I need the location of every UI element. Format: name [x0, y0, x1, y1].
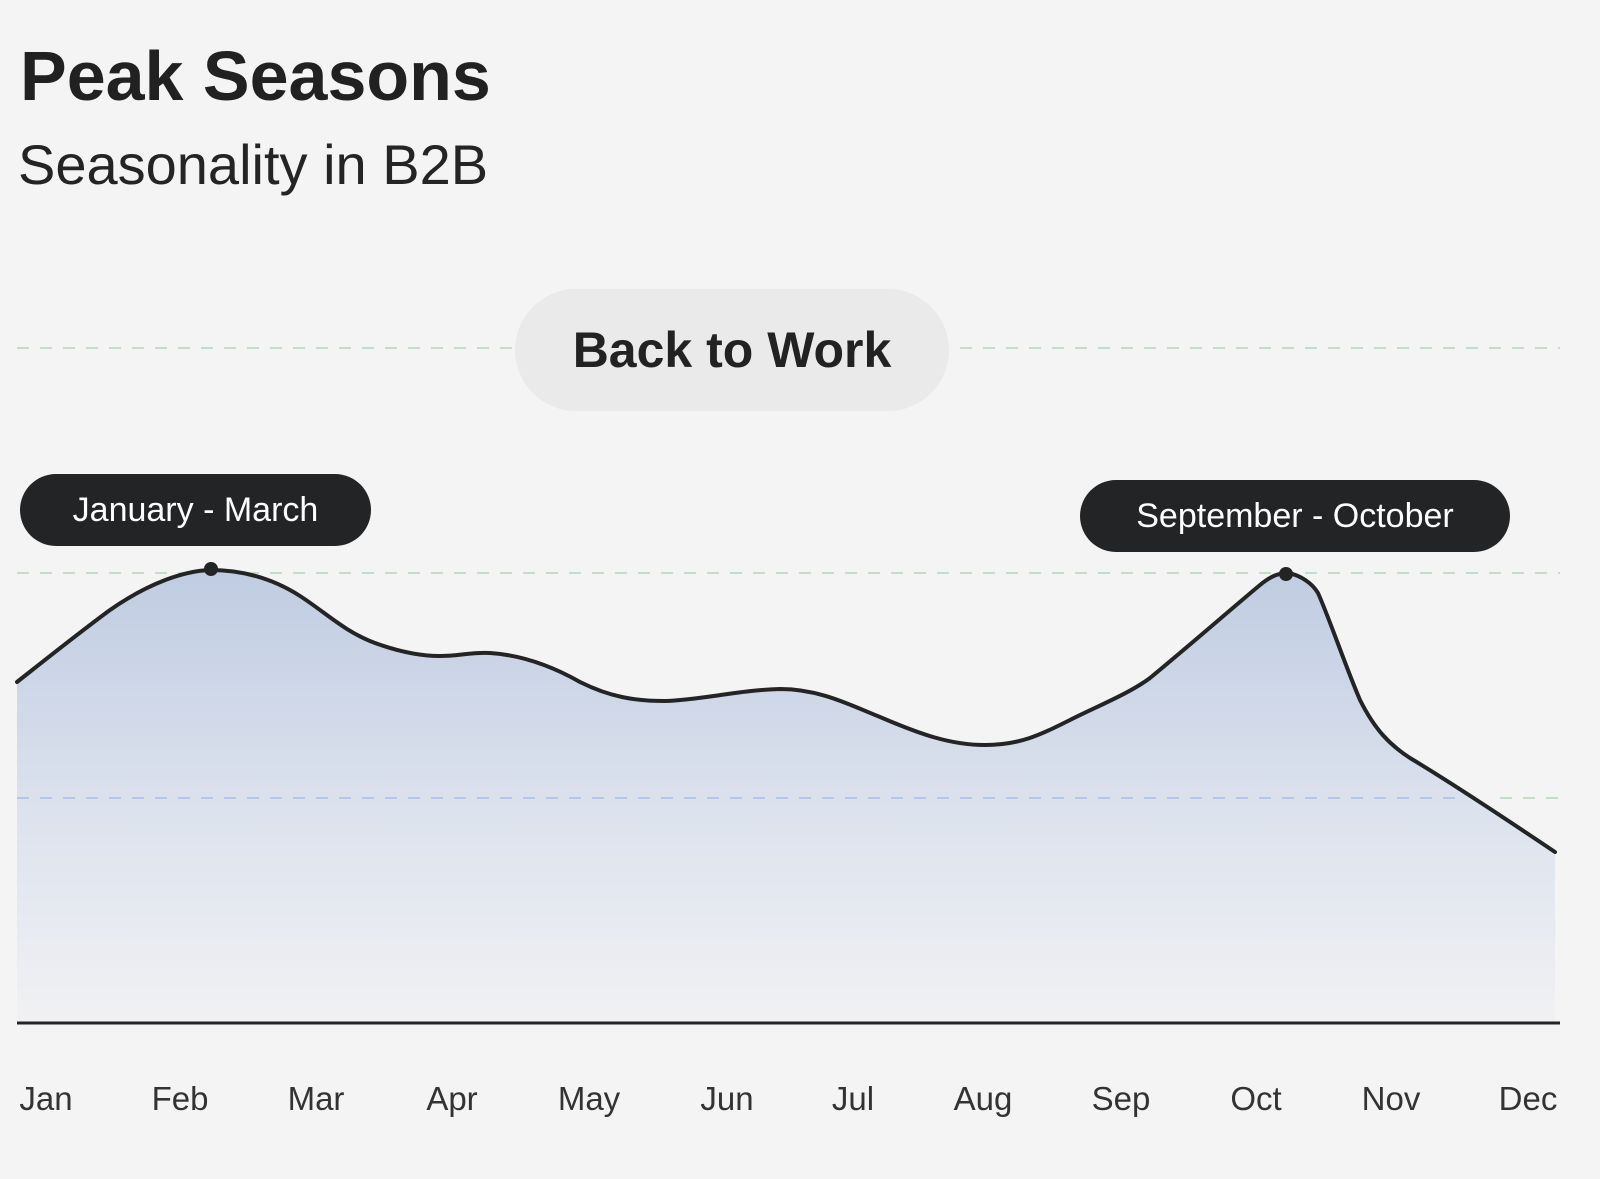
x-label-may: May: [557, 1080, 621, 1117]
x-axis-labels: Jan Feb Mar Apr May Jun Jul Aug Sep Oct …: [0, 1080, 1600, 1130]
peak-marker-oct[interactable]: [1279, 567, 1293, 581]
x-label-mar: Mar: [287, 1080, 345, 1117]
x-label-dec: Dec: [1498, 1080, 1558, 1117]
area-fill: [17, 570, 1555, 1022]
x-label-sep: Sep: [1091, 1080, 1151, 1117]
peak-label-september-october: September - October: [1080, 480, 1510, 552]
series-line: [15, 568, 1557, 854]
chart-subtitle: Seasonality in B2B: [18, 133, 489, 196]
x-label-jan: Jan: [19, 1080, 73, 1117]
peak-marker-feb[interactable]: [204, 562, 218, 576]
x-label-feb: Feb: [151, 1080, 209, 1117]
x-label-jun: Jun: [700, 1080, 754, 1117]
x-label-nov: Nov: [1361, 1080, 1421, 1117]
peak-label-january-march: January - March: [20, 474, 371, 546]
back-to-work-label: Back to Work: [515, 289, 949, 411]
x-label-apr: Apr: [426, 1080, 478, 1117]
x-label-jul: Jul: [831, 1080, 875, 1117]
x-label-aug: Aug: [953, 1080, 1013, 1117]
x-label-oct: Oct: [1230, 1080, 1282, 1117]
chart-title: Peak Seasons: [20, 37, 491, 115]
